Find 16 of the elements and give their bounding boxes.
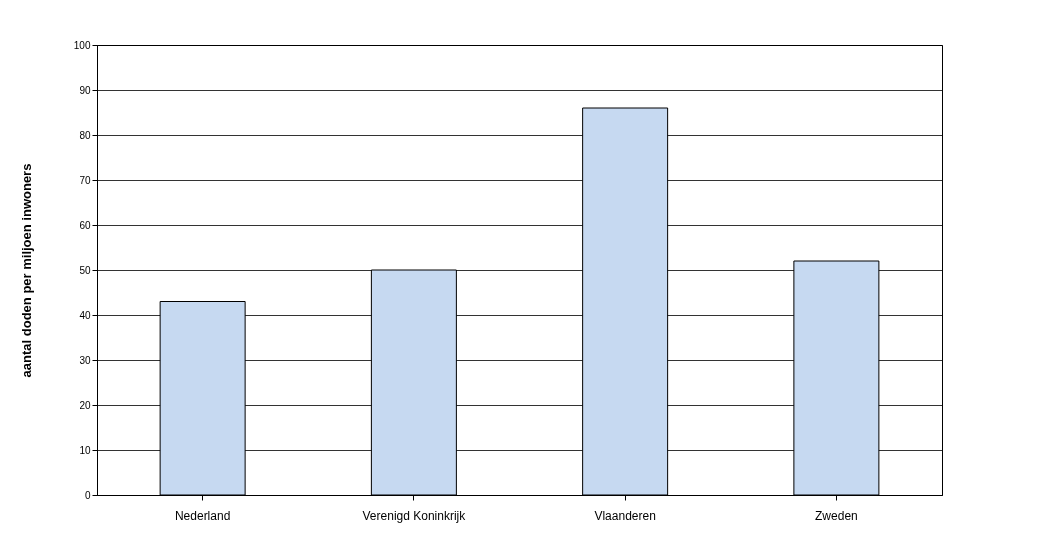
y-tick-label: 0 (84, 489, 91, 501)
y-tick-label: 80 (79, 129, 91, 141)
y-tick-label: 30 (79, 354, 91, 366)
y-tick-label: 20 (79, 399, 91, 411)
y-axis-title: aantal doden per miljoen inwoners (18, 163, 34, 378)
y-tick-label: 40 (79, 309, 91, 321)
x-tick-label: Vlaanderen (594, 508, 656, 523)
x-tick-label: Verenigd Koninkrijk (362, 508, 467, 523)
y-tick-label: 50 (79, 264, 91, 276)
x-tick-label: Zweden (815, 508, 858, 523)
y-tick-label: 90 (79, 84, 91, 96)
y-tick-label: 100 (73, 39, 91, 51)
y-tick-label: 70 (79, 174, 91, 186)
x-tick-label: Nederland (174, 508, 231, 523)
y-tick-label: 10 (79, 444, 91, 456)
y-tick-label: 60 (79, 219, 91, 231)
